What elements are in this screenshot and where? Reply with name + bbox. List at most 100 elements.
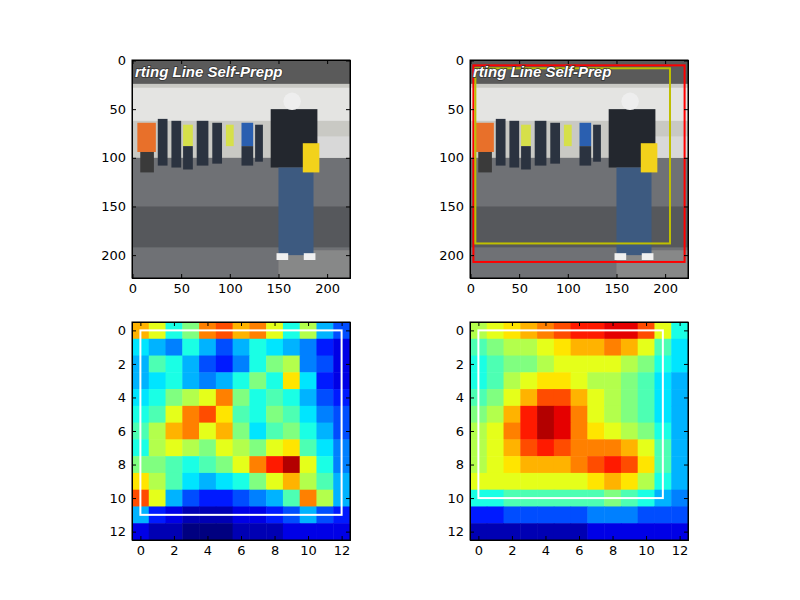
heatmap-cell xyxy=(638,372,655,389)
photo-can xyxy=(641,143,658,172)
tick: 150 xyxy=(101,199,136,214)
tick xyxy=(230,60,231,64)
heatmap-cell xyxy=(621,356,638,373)
heatmap-cell xyxy=(571,389,588,406)
heatmap-cell xyxy=(166,372,183,389)
tick: 6 xyxy=(118,424,136,439)
tick-mark xyxy=(140,536,141,540)
tick-mark xyxy=(327,274,328,278)
photo-banner xyxy=(132,60,350,84)
axis-line xyxy=(133,61,137,279)
heatmap-cell xyxy=(149,473,166,490)
tick-mark xyxy=(346,60,350,61)
plot-area xyxy=(132,60,350,278)
photo-road-shadow xyxy=(132,206,350,247)
photo-person xyxy=(255,125,263,162)
tick xyxy=(132,60,133,64)
heatmap-cell xyxy=(487,356,504,373)
tick-mark xyxy=(680,536,681,540)
tick-mark xyxy=(470,397,474,398)
heatmap-cell xyxy=(283,456,300,473)
tick-label: 200 xyxy=(101,248,126,263)
tick-label: 2 xyxy=(456,357,464,372)
tick: 12 xyxy=(447,524,474,539)
tick: 8 xyxy=(271,536,279,558)
tick-mark xyxy=(613,322,614,326)
heatmap-cell xyxy=(604,523,621,540)
frame xyxy=(132,322,350,540)
y-axis-right xyxy=(684,323,689,541)
heatmap-cell xyxy=(571,506,588,523)
tick: 0 xyxy=(137,536,145,558)
heatmap-cell xyxy=(216,389,233,406)
tick-mark xyxy=(132,431,136,432)
heatmap-cell xyxy=(149,456,166,473)
tick-mark xyxy=(470,206,474,207)
x-axis-top xyxy=(133,322,351,326)
tick xyxy=(346,255,350,256)
heatmap-cell xyxy=(487,506,504,523)
heatmap-cell xyxy=(520,423,537,440)
axis-line xyxy=(133,323,351,327)
tick: 4 xyxy=(542,536,550,558)
heatmap-cell xyxy=(182,439,199,456)
tick: 8 xyxy=(118,457,136,472)
heatmap-cell xyxy=(132,523,149,540)
tick-label: 50 xyxy=(447,102,464,117)
heatmap-cell xyxy=(554,372,571,389)
heatmap-cell xyxy=(199,456,216,473)
heatmap-cell xyxy=(504,339,521,356)
heatmap-cell xyxy=(604,389,621,406)
tick xyxy=(684,255,688,256)
heatmap-cell xyxy=(638,406,655,423)
tick: 6 xyxy=(237,536,245,558)
tick-mark xyxy=(132,60,133,64)
tick-label: 150 xyxy=(605,281,630,296)
heatmap-cell xyxy=(216,523,233,540)
heatmap-cell xyxy=(216,490,233,507)
heatmap-cell xyxy=(283,339,300,356)
heatmap-cell xyxy=(554,523,571,540)
photo-road-shadow xyxy=(470,206,688,247)
tick xyxy=(616,60,617,64)
heatmap-cell xyxy=(504,439,521,456)
tick-mark xyxy=(308,322,309,326)
tick: 0 xyxy=(456,53,474,68)
tick: 10 xyxy=(109,491,136,506)
heatmap-cell xyxy=(249,406,266,423)
heatmap-cell xyxy=(166,456,183,473)
tick xyxy=(346,364,350,365)
heatmap-cell xyxy=(554,339,571,356)
heatmap-cell xyxy=(300,356,317,373)
tick xyxy=(174,322,175,326)
tick: 12 xyxy=(109,524,136,539)
heatmap-cell xyxy=(621,372,638,389)
tick-label: 0 xyxy=(118,323,126,338)
heatmap-cell xyxy=(604,406,621,423)
heatmap-cell xyxy=(604,456,621,473)
bounding-box xyxy=(478,330,662,498)
heatmap-cell xyxy=(671,439,688,456)
x-axis: 050100150200 xyxy=(129,274,351,296)
tick-mark xyxy=(327,60,328,64)
heatmap-cell xyxy=(621,439,638,456)
heatmap-cell xyxy=(537,439,554,456)
heatmap-cell xyxy=(487,372,504,389)
tick xyxy=(684,465,688,466)
heatmap-cell xyxy=(537,523,554,540)
tick-mark xyxy=(346,431,350,432)
heatmap-cell xyxy=(671,506,688,523)
tick xyxy=(207,322,208,326)
tick-mark xyxy=(346,397,350,398)
photo-person xyxy=(593,125,601,162)
tick xyxy=(342,322,343,326)
tick-mark xyxy=(132,364,136,365)
heatmap-cell xyxy=(587,523,604,540)
photo-person xyxy=(226,125,234,146)
heatmap-cell xyxy=(199,389,216,406)
photo-person xyxy=(564,125,572,146)
tick-label: 6 xyxy=(456,424,464,439)
heatmap-cell xyxy=(266,439,283,456)
tick xyxy=(684,109,688,110)
tick-mark xyxy=(684,330,688,331)
